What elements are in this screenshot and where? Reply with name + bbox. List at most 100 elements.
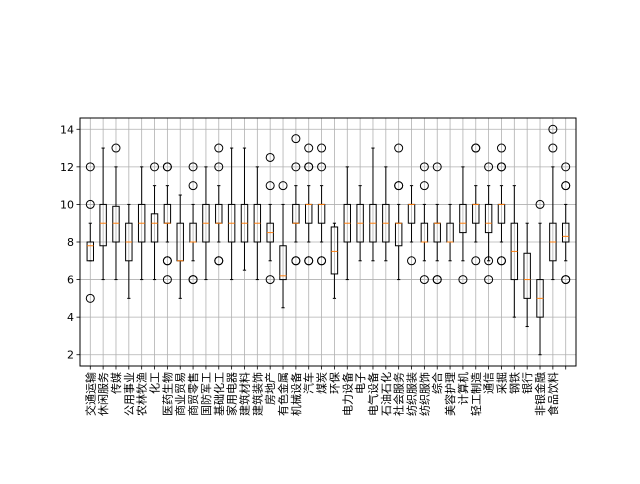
box-27 xyxy=(432,162,442,285)
x-tick-label-18: 煤炭 xyxy=(316,372,329,394)
box-flier-31-0 xyxy=(484,275,494,285)
x-axis: 交通运输 休闲服务 传媒 公用事业 农林牧渔 化工 医药生物 商业贸易 商贸零售 国防军工 基础化工… xyxy=(83,366,567,416)
box-flier-26-2 xyxy=(419,162,429,172)
box-flier-36-1 xyxy=(548,124,558,134)
box-0 xyxy=(85,162,95,303)
box-flier-31-1 xyxy=(484,256,494,266)
x-tick-label-3: 公用事业 xyxy=(123,372,136,416)
box-flier-32-3 xyxy=(496,162,506,172)
x-tick-label-29: 计算机 xyxy=(456,372,470,405)
box-flier-15-0 xyxy=(278,181,288,191)
x-tick-label-26: 纺织服饰 xyxy=(417,372,431,416)
box-flier-16-2 xyxy=(291,162,301,172)
box-5 xyxy=(150,162,160,281)
y-tick-label-5: 12 xyxy=(60,161,74,174)
box-flier-30-0 xyxy=(471,256,481,266)
box-iqr-0 xyxy=(86,241,94,262)
box-15 xyxy=(278,181,288,309)
box-flier-14-2 xyxy=(265,152,275,162)
y-tick-label-2: 6 xyxy=(67,274,74,287)
box-flier-29-0 xyxy=(458,275,468,285)
box-flier-0-1 xyxy=(85,199,95,209)
box-flier-17-1 xyxy=(304,256,314,266)
box-flier-27-2 xyxy=(432,162,442,172)
box-flier-14-0 xyxy=(265,275,275,285)
y-tick-label-0: 2 xyxy=(67,349,74,362)
box-flier-26-0 xyxy=(419,275,429,285)
box-32 xyxy=(496,143,506,266)
box-flier-6-0 xyxy=(162,275,172,285)
box-7 xyxy=(176,194,184,299)
box-flier-32-1 xyxy=(496,256,506,266)
x-tick-label-32: 采掘 xyxy=(494,372,508,394)
box-9 xyxy=(202,166,210,281)
box-flier-17-4 xyxy=(304,143,314,153)
box-iqr-34 xyxy=(523,252,531,299)
box-iqr-19 xyxy=(330,226,339,275)
box-29 xyxy=(458,166,468,285)
box-flier-26-1 xyxy=(419,181,429,191)
box-iqr-29 xyxy=(459,203,467,234)
box-flier-37-1 xyxy=(561,275,571,285)
x-tick-label-22: 电气设备 xyxy=(366,372,380,416)
box-flier-10-3 xyxy=(214,143,224,153)
box-flier-5-0 xyxy=(150,162,160,172)
box-12 xyxy=(240,147,249,271)
box-flier-32-4 xyxy=(496,143,506,153)
x-tick-label-21: 电子 xyxy=(354,372,367,394)
x-tick-label-9: 国防军工 xyxy=(199,372,213,416)
box-33 xyxy=(510,185,519,318)
x-tick-label-30: 轻工制造 xyxy=(469,372,483,416)
x-tick-label-11: 家用电器 xyxy=(225,372,239,416)
box-flier-16-3 xyxy=(291,134,301,144)
x-tick-label-13: 建筑装饰 xyxy=(250,372,264,416)
box-22 xyxy=(369,147,377,262)
box-layer xyxy=(85,124,571,356)
x-tick-label-2: 传媒 xyxy=(110,372,123,394)
box-flier-30-2 xyxy=(471,143,481,153)
y-tick-label-6: 14 xyxy=(60,123,74,136)
box-flier-17-3 xyxy=(304,162,314,172)
box-flier-0-2 xyxy=(85,162,95,172)
box-25 xyxy=(407,185,417,266)
x-tick-label-12: 建筑材料 xyxy=(237,372,251,416)
box-18 xyxy=(317,143,327,266)
x-tick-label-15: 有色金属 xyxy=(276,372,290,416)
box-flier-24-1 xyxy=(394,181,404,191)
box-30 xyxy=(471,143,481,266)
y-tick-label-3: 8 xyxy=(67,236,74,249)
y-tick-label-4: 10 xyxy=(60,198,74,211)
box-iqr-31 xyxy=(484,203,493,234)
box-34 xyxy=(523,222,531,328)
box-flier-27-1 xyxy=(432,275,442,285)
box-iqr-15 xyxy=(279,245,287,281)
y-tick-label-1: 4 xyxy=(67,311,74,324)
box-17 xyxy=(304,143,314,266)
x-tick-label-23: 石油石化 xyxy=(379,372,393,416)
x-tick-label-17: 汽车 xyxy=(302,372,316,394)
box-flier-8-2 xyxy=(188,181,198,191)
x-tick-label-31: 通信 xyxy=(483,372,496,394)
x-tick-label-35: 非银金融 xyxy=(533,372,547,416)
box-10 xyxy=(214,143,224,266)
box-3 xyxy=(125,203,133,299)
y-axis: 2 4 6 8 10 12 14 xyxy=(60,123,80,362)
box-14 xyxy=(265,152,275,285)
x-tick-label-16: 机械设备 xyxy=(289,372,303,416)
box-35 xyxy=(535,199,545,356)
box-flier-18-1 xyxy=(317,256,327,266)
box-31 xyxy=(484,162,494,285)
x-tick-label-8: 商贸零售 xyxy=(186,372,200,416)
box-flier-37-3 xyxy=(561,181,571,191)
box-6 xyxy=(162,162,172,285)
x-tick-label-10: 基础化工 xyxy=(212,372,226,416)
x-tick-label-5: 化工 xyxy=(148,372,162,394)
box-flier-8-1 xyxy=(188,275,198,285)
box-iqr-2 xyxy=(112,205,120,243)
x-tick-label-34: 银行 xyxy=(520,372,534,394)
box-flier-2-0 xyxy=(111,143,121,153)
box-16 xyxy=(291,134,301,266)
x-tick-label-24: 社会服务 xyxy=(392,372,406,416)
box-26 xyxy=(419,162,429,285)
box-37 xyxy=(561,162,571,285)
